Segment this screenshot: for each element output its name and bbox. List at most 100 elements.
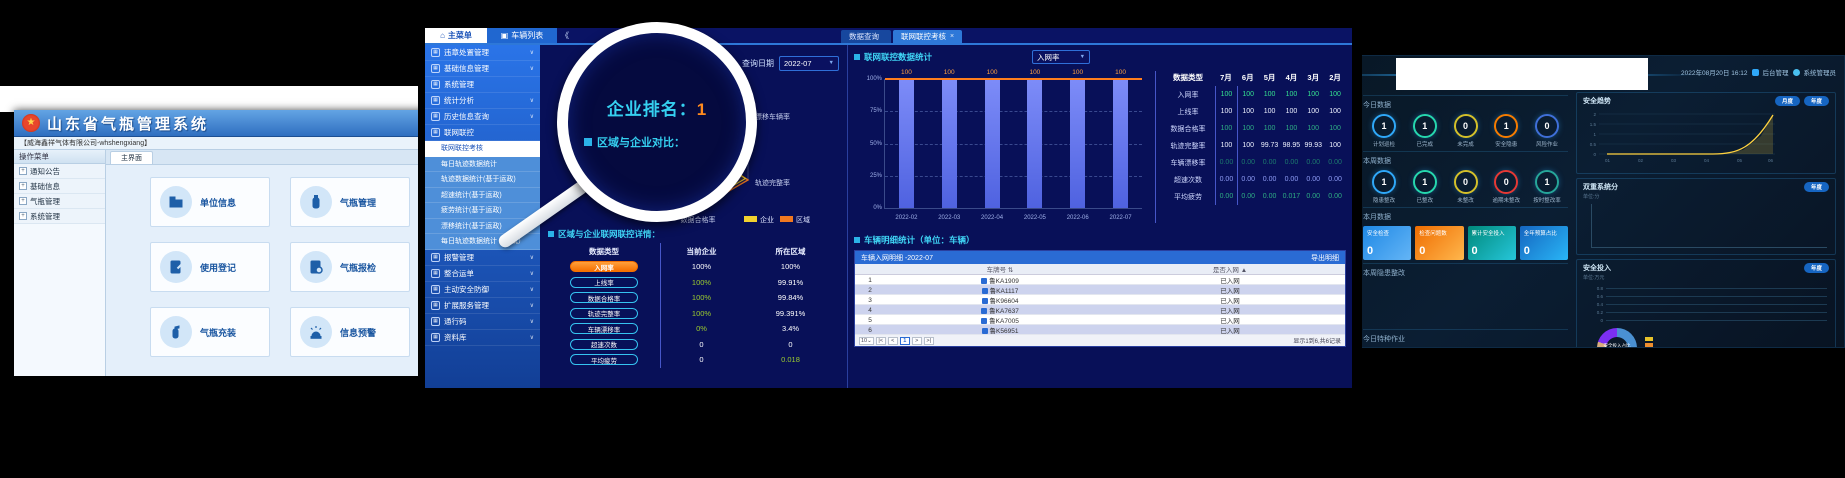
left-sidebar-item[interactable]: + 基础信息: [14, 179, 105, 194]
center-submenu-item[interactable]: 疲劳统计(基于运政): [425, 203, 540, 219]
next-page-button[interactable]: >: [911, 336, 922, 345]
chevron-down-icon: ∨: [529, 302, 534, 309]
main-menu-label: 主菜单: [447, 31, 472, 40]
center-submenu-item[interactable]: 每日轨迹数据统计（测试）: [425, 234, 540, 250]
ring-value: 0: [1453, 114, 1478, 138]
sort-icon[interactable]: ⇅: [1007, 267, 1014, 274]
center-menu-item[interactable]: ▦ 违章处置管理 ∨: [425, 45, 540, 61]
yearly-button[interactable]: 年度: [1803, 182, 1829, 192]
tile-cylinder-mgmt[interactable]: 气瓶管理: [290, 177, 410, 227]
tile-unit-info[interactable]: 单位信息: [150, 177, 270, 227]
expand-plus-icon[interactable]: +: [19, 212, 27, 220]
yearly-button[interactable]: 年度: [1803, 263, 1829, 273]
left-app-tab-home[interactable]: 主界面: [110, 151, 153, 164]
menu-item-icon: ▦: [431, 284, 440, 294]
center-submenu-item[interactable]: 轨迹数据统计(基于运政): [425, 172, 540, 188]
vehicle-row[interactable]: 5 鲁KA7005 已入网: [855, 315, 1345, 325]
ring-stat: 0 未整改: [1447, 170, 1485, 204]
center-tab[interactable]: 联网联控考核 ×: [893, 30, 963, 43]
monitor-icon: [1751, 68, 1759, 76]
metric-pill-button[interactable]: 上线率: [570, 276, 638, 288]
stat-card[interactable]: 全年预算占比 0: [1519, 226, 1568, 260]
tile-info-alert[interactable]: 信息预警: [290, 307, 410, 357]
center-menu-item[interactable]: ▦ 统计分析 ∨: [425, 93, 540, 109]
sort-asc-icon[interactable]: ▲: [1240, 267, 1248, 274]
center-menu-item[interactable]: ▦ 主动安全防御 ∨: [425, 282, 540, 298]
center-menu-item[interactable]: ▦ 基础信息管理 ∨: [425, 61, 540, 77]
expand-plus-icon[interactable]: +: [19, 182, 27, 190]
metric-pill-button[interactable]: 平均疲劳: [570, 354, 638, 366]
center-menu-item[interactable]: ▦ 扩展服务管理 ∨: [425, 298, 540, 314]
prev-page-button[interactable]: <: [887, 336, 898, 345]
first-page-button[interactable]: |<: [875, 336, 886, 345]
center-submenu-item[interactable]: 超速统计(基于运政): [425, 188, 540, 203]
left-sidebar-item-label: 系统管理: [30, 211, 60, 221]
vehicle-list-tab[interactable]: ▣ 车辆列表: [487, 28, 557, 43]
expand-plus-icon[interactable]: +: [19, 197, 27, 205]
bar-group: 100 2022-03: [938, 69, 960, 221]
vehicle-row[interactable]: 6 鲁K56951 已入网: [855, 325, 1345, 335]
tile-usage-register[interactable]: 使用登记: [150, 242, 270, 292]
bar-x-label: 2022-05: [1023, 215, 1046, 221]
stat-card[interactable]: 检查问题数 0: [1415, 226, 1464, 260]
tab-close-icon[interactable]: ×: [950, 33, 955, 40]
metric-pill-button[interactable]: 入网率: [570, 261, 638, 273]
svg-text:06: 06: [1768, 158, 1774, 163]
stat-card[interactable]: 安全检查 0: [1363, 226, 1412, 260]
tile-cylinder-fill[interactable]: 气瓶充装: [150, 307, 270, 357]
tile-cylinder-inspect[interactable]: 气瓶报检: [290, 242, 410, 292]
month-table-header-cell: 数据类型: [1173, 73, 1203, 82]
invest-panel: 安全投入 年度 单位:万元 0.8 0.6 0.4 0.2 0 安全投入占比: [1576, 259, 1836, 347]
vehicle-row[interactable]: 1 鲁KA1909 已入网: [855, 275, 1345, 285]
metric-pill-button[interactable]: 车辆漂移率: [570, 323, 638, 335]
center-menu-item[interactable]: ▦ 历史信息查询 ∨: [425, 109, 540, 125]
metric-pill-button[interactable]: 超速次数: [570, 338, 638, 350]
user-name[interactable]: 系统管理员: [1803, 70, 1837, 77]
vehicle-row[interactable]: 4 鲁KA7637 已入网: [855, 305, 1345, 315]
center-menu-item[interactable]: ▦ 通行码 ∨: [425, 314, 540, 330]
center-submenu-item[interactable]: 漂移统计(基于运政): [425, 219, 540, 234]
left-sidebar-item[interactable]: + 系统管理: [14, 209, 105, 224]
vehicle-row-index: 2: [868, 286, 872, 294]
center-menu-item[interactable]: ▦ 整合运单 ∨: [425, 266, 540, 282]
center-tab[interactable]: 数据查询: [841, 30, 891, 43]
center-menu-item[interactable]: ▦ 联网联控: [425, 125, 540, 141]
export-button[interactable]: 导出明细: [1311, 254, 1339, 262]
last-page-button[interactable]: >|: [923, 336, 934, 345]
vehicle-row[interactable]: 3 鲁K96604 已入网: [855, 295, 1345, 305]
current-page[interactable]: 1: [899, 336, 910, 345]
month-row-label: 平均疲劳: [1174, 193, 1202, 201]
ring-stat: 1 已完成: [1406, 114, 1444, 148]
stat-card[interactable]: 累计安全投入 0: [1467, 226, 1516, 260]
center-menu-item[interactable]: ▦ 系统管理: [425, 77, 540, 93]
monthly-button[interactable]: 月度: [1774, 96, 1800, 106]
car-icon: [981, 298, 988, 305]
ring-stat: 1 隐患整改: [1365, 170, 1403, 204]
left-sidebar-item[interactable]: + 通知公告: [14, 164, 105, 179]
admin-link[interactable]: 后台管理: [1762, 70, 1789, 77]
radar-legend: 企业 区域: [744, 215, 810, 224]
vehicle-col-status[interactable]: 是否入网 ▲: [1212, 267, 1248, 274]
metric-pill-button[interactable]: 数据合格率: [570, 292, 638, 304]
center-submenu-item[interactable]: 联网联控考核: [425, 141, 540, 157]
metric-pill-button[interactable]: 轨迹完整率: [570, 307, 638, 319]
center-submenu-item[interactable]: 每日轨迹数据统计: [425, 157, 540, 172]
center-menu-item[interactable]: ▦ 报警管理 ∨: [425, 250, 540, 266]
score-unit-label: 单位:分: [1583, 194, 1600, 200]
bar-x-label: 2022-02: [895, 215, 918, 221]
detail-section-title: 区域与企业联网联控详情：: [558, 229, 661, 239]
gas-cylinder-icon: [300, 186, 332, 218]
center-menu-item[interactable]: ▦ 资料库 ∨: [425, 330, 540, 346]
main-menu-tab[interactable]: ⌂ 主菜单: [425, 28, 487, 43]
left-sidebar-item[interactable]: + 气瓶管理: [14, 194, 105, 209]
page-size-select[interactable]: 10 ⌄: [859, 336, 874, 345]
vehicle-row[interactable]: 2 鲁KA1117 已入网: [855, 285, 1345, 295]
sidebar-collapse-icon[interactable]: 《: [561, 31, 569, 40]
vehicle-status-cell: 已入网: [1220, 318, 1240, 325]
metric-dropdown[interactable]: 入网率 ▼: [1032, 50, 1091, 64]
query-date-select[interactable]: 2022-07 ▼: [779, 55, 839, 71]
yearly-button[interactable]: 年度: [1803, 96, 1829, 106]
vehicle-col-plate[interactable]: 车牌号 ⇅: [986, 267, 1014, 274]
chevron-down-icon: ∨: [529, 50, 534, 56]
expand-plus-icon[interactable]: +: [19, 167, 27, 175]
